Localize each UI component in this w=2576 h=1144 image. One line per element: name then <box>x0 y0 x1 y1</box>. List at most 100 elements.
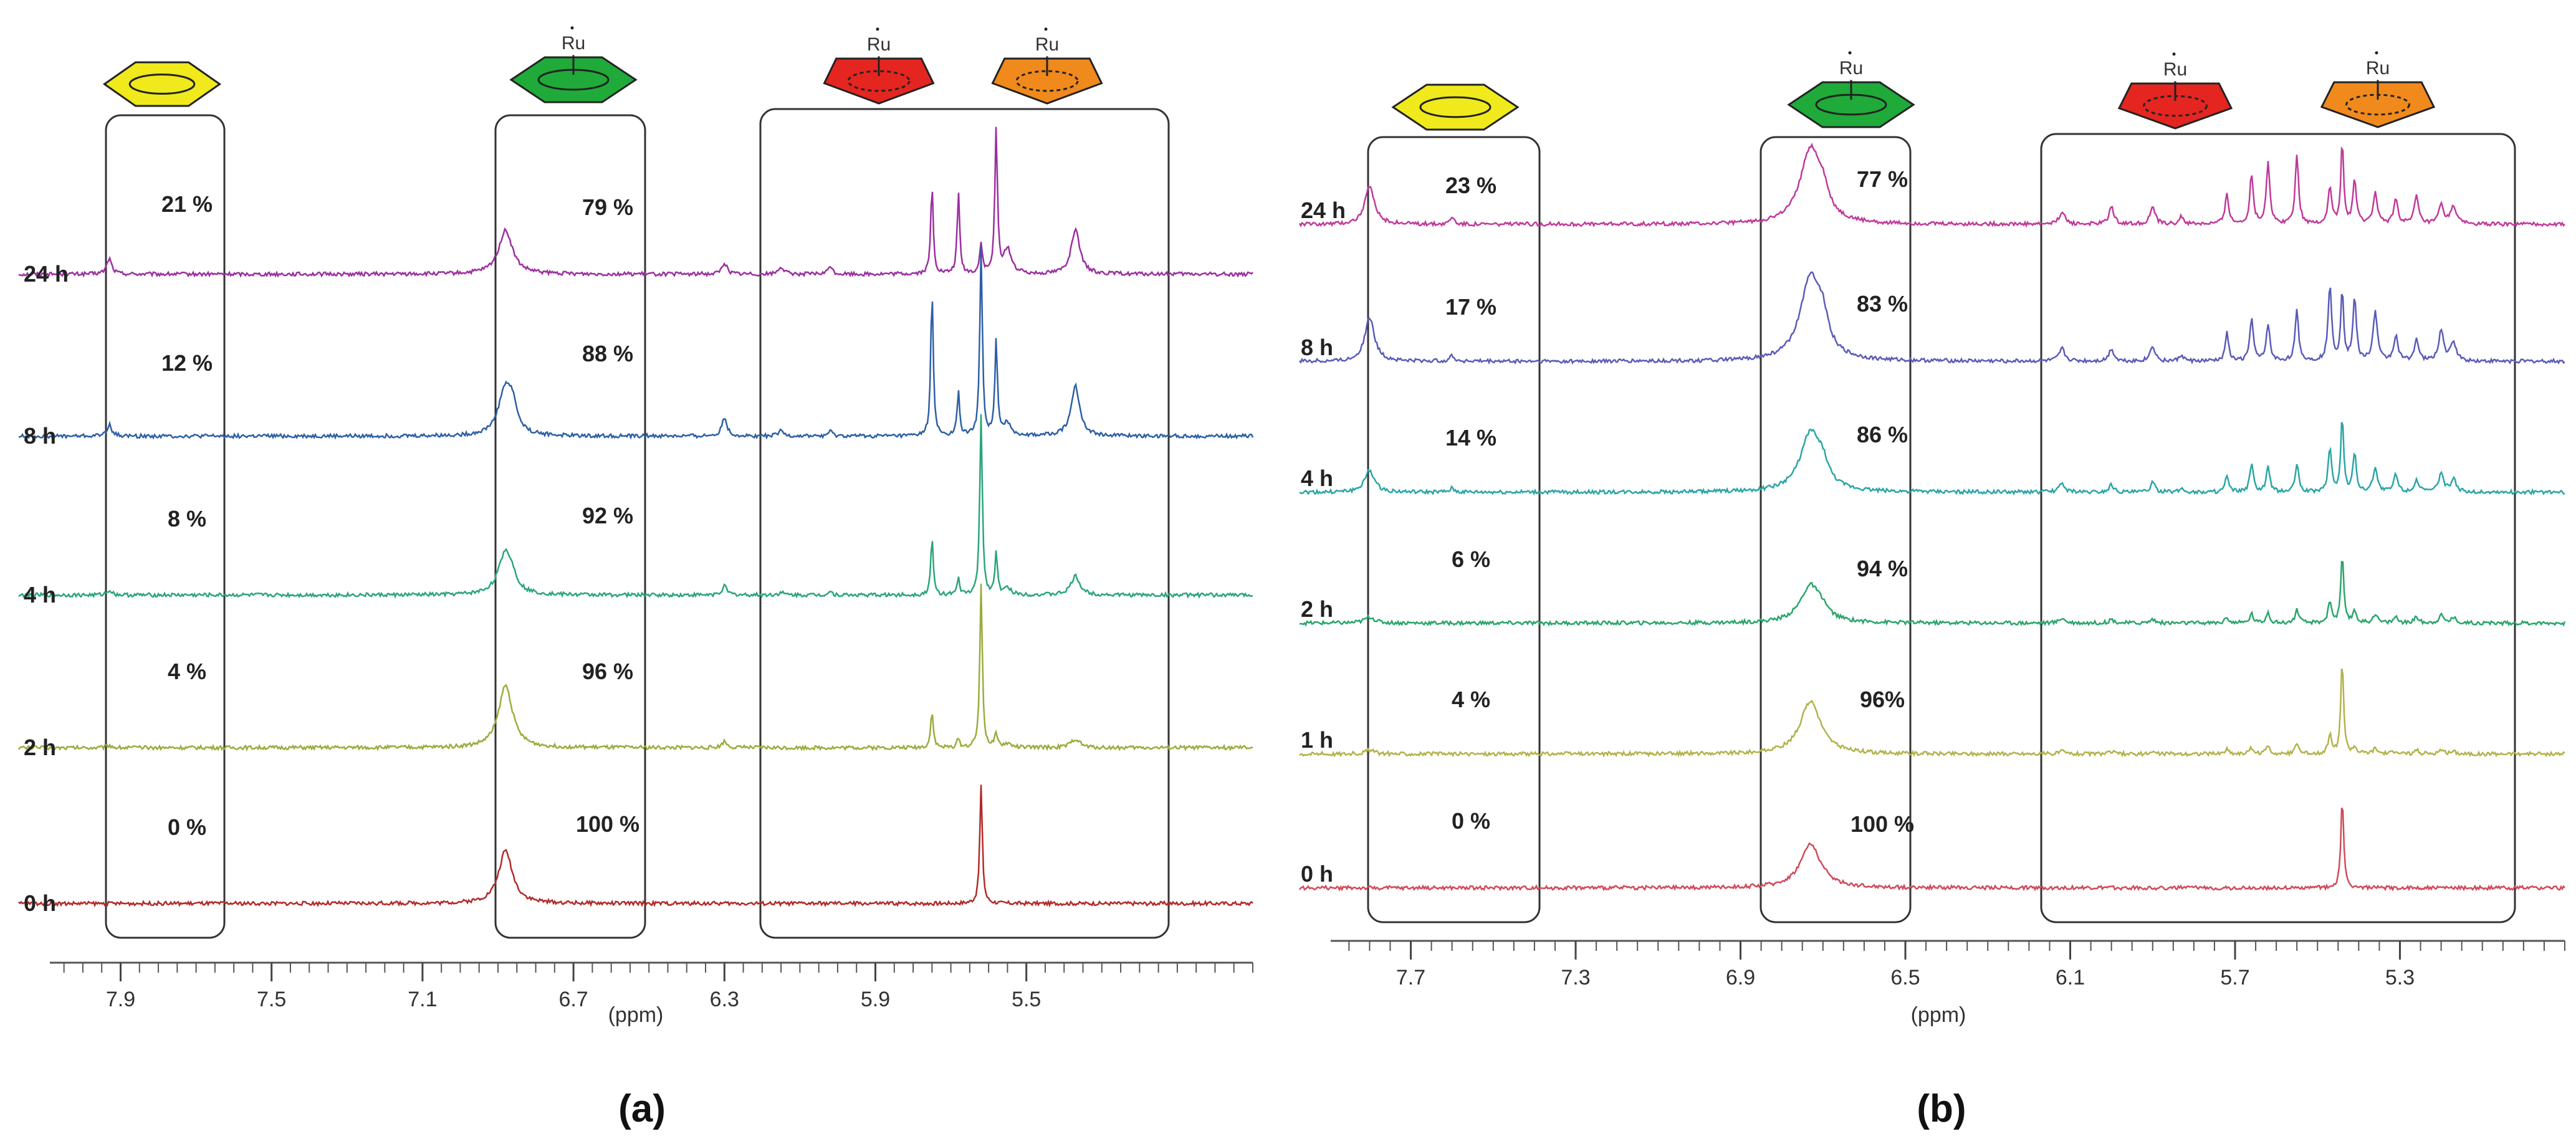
x-tick-label: 7.5 <box>257 988 286 1011</box>
complex-percent-label: 100 % <box>576 811 639 837</box>
ru-benzene-region-box <box>1760 136 1912 923</box>
x-tick-label: 5.7 <box>2220 966 2249 989</box>
ring-shape <box>991 57 1103 105</box>
x-tick-label: 6.1 <box>2056 966 2085 989</box>
complex-percent-label: 88 % <box>582 341 633 366</box>
x-tick-label: 6.9 <box>1726 966 1755 989</box>
x-tick-label: 7.9 <box>106 988 135 1011</box>
x-tick-label: 7.3 <box>1561 966 1590 989</box>
complex-percent-label: 79 % <box>582 194 633 220</box>
ring-shape <box>102 61 222 107</box>
spectrum-line-2h <box>1299 560 2566 627</box>
ru-cp-red-pentagon-icon: Ru <box>2117 52 2233 130</box>
ring-shape <box>2320 81 2436 128</box>
cp-region-box <box>759 108 1170 939</box>
ru-label: Ru <box>1839 58 1863 79</box>
spectrum-line-0h <box>18 784 1253 908</box>
time-label: 24 h <box>1301 198 1346 223</box>
ru-cp-orange-pentagon-icon: Ru <box>2320 51 2436 128</box>
x-axis-label: (ppm) <box>1911 1003 1966 1027</box>
free-benzene-region-box <box>105 114 226 939</box>
time-label: 8 h <box>1301 335 1333 360</box>
free-benzene-percent-label: 21 % <box>161 191 213 217</box>
ru-label: Ru <box>2163 59 2187 80</box>
ru-benzene-green-hexagon-icon: Ru <box>509 26 638 103</box>
time-label: 8 h <box>24 423 56 449</box>
complex-percent-label: 96% <box>1860 687 1905 712</box>
aromatic-ring-circle <box>1419 96 1491 118</box>
free-benzene-percent-label: 14 % <box>1445 425 1496 450</box>
free-benzene-yellow-hexagon-icon <box>1391 83 1520 131</box>
aromatic-ring-circle <box>847 70 911 92</box>
spectrum-line-1h <box>1299 668 2565 758</box>
cp-region-box <box>2040 133 2516 923</box>
ring-shape <box>509 56 638 103</box>
complex-percent-label: 96 % <box>582 659 633 684</box>
complex-percent-label: 86 % <box>1857 422 1908 447</box>
ring-shape <box>1787 81 1915 128</box>
time-label: 24 h <box>24 261 69 287</box>
panel-b: 7.7 7.3 6.9 6.5 6.1 5.7 5.3 (ppm) (b) Ru Ru Ru 24 h 2… <box>1298 51 2566 1130</box>
spectrum-line-2h <box>17 583 1253 752</box>
ru-label: Ru <box>1035 34 1059 55</box>
ru-dot <box>1848 51 1852 55</box>
x-tick-label: 5.5 <box>1012 988 1041 1011</box>
x-tick-label: 5.9 <box>861 988 890 1011</box>
ru-label: Ru <box>562 33 585 54</box>
free-benzene-yellow-hexagon-icon <box>102 61 222 107</box>
spectrum-line-8h <box>1299 271 2565 365</box>
free-benzene-percent-label: 4 % <box>168 659 206 684</box>
complex-percent-label: 94 % <box>1857 556 1908 581</box>
ru-cp-red-pentagon-icon: Ru <box>823 27 935 105</box>
ru-dot <box>1044 27 1048 31</box>
complex-percent-label: 77 % <box>1857 166 1908 192</box>
x-axis-label: (ppm) <box>608 1003 664 1027</box>
x-tick-label: 7.7 <box>1396 966 1425 989</box>
time-label: 4 h <box>24 582 56 608</box>
ru-dot <box>2172 52 2176 56</box>
spectrum-line-0h <box>1298 808 2565 892</box>
spectrum-line-24h <box>18 126 1253 279</box>
x-tick-label: 6.5 <box>1890 966 1920 989</box>
time-label: 2 h <box>24 735 56 760</box>
complex-percent-label: 100 % <box>1851 811 1914 837</box>
ru-benzene-region-box <box>494 114 646 939</box>
aromatic-ring-circle <box>128 74 196 95</box>
ru-label: Ru <box>2366 58 2390 79</box>
panel-label: (a) <box>618 1087 666 1130</box>
x-tick-label: 5.3 <box>2385 966 2415 989</box>
free-benzene-percent-label: 4 % <box>1452 687 1490 712</box>
free-benzene-percent-label: 0 % <box>168 814 206 840</box>
free-benzene-percent-label: 23 % <box>1445 173 1496 198</box>
complex-percent-label: 83 % <box>1857 291 1908 317</box>
ru-label: Ru <box>867 34 891 55</box>
complex-percent-label: 92 % <box>582 503 633 528</box>
x-tick-label: 6.7 <box>558 988 588 1011</box>
ru-dot <box>2375 51 2378 55</box>
time-label: 2 h <box>1301 596 1333 622</box>
panel-a: 7.9 7.5 7.1 6.7 6.3 5.9 5.5 (ppm) (a) Ru Ru Ru 24 h 2… <box>17 26 1254 1130</box>
ring-shape <box>823 57 935 105</box>
time-label: 1 h <box>1301 727 1333 753</box>
time-label: 4 h <box>1301 465 1333 491</box>
time-label: 0 h <box>1301 861 1333 887</box>
spectrum-line-4h <box>18 414 1253 599</box>
panel-label: (b) <box>1917 1087 1966 1130</box>
spectrum-line-8h <box>18 246 1254 440</box>
ring-shape <box>2117 82 2233 130</box>
free-benzene-region-box <box>1367 136 1541 923</box>
free-benzene-percent-label: 8 % <box>168 506 206 531</box>
ru-dot <box>570 26 574 30</box>
ring-shape <box>1391 83 1520 131</box>
x-tick-label: 6.3 <box>710 988 739 1011</box>
spectrum-line-24h <box>1298 142 2565 228</box>
ru-benzene-green-hexagon-icon: Ru <box>1787 51 1915 128</box>
time-label: 0 h <box>24 890 56 916</box>
free-benzene-percent-label: 0 % <box>1452 808 1490 834</box>
free-benzene-percent-label: 6 % <box>1452 546 1490 572</box>
x-tick-label: 7.1 <box>408 988 437 1011</box>
ru-dot <box>876 27 879 31</box>
spectrum-line-4h <box>1299 422 2565 496</box>
free-benzene-percent-label: 12 % <box>161 350 213 376</box>
